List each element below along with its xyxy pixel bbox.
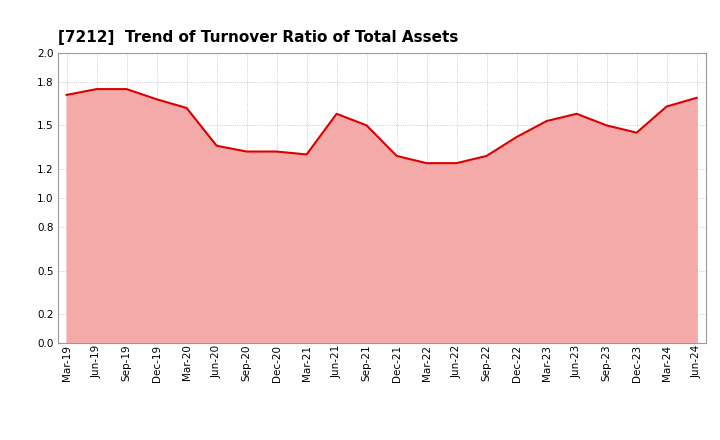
Text: [7212]  Trend of Turnover Ratio of Total Assets: [7212] Trend of Turnover Ratio of Total … [58, 29, 458, 45]
